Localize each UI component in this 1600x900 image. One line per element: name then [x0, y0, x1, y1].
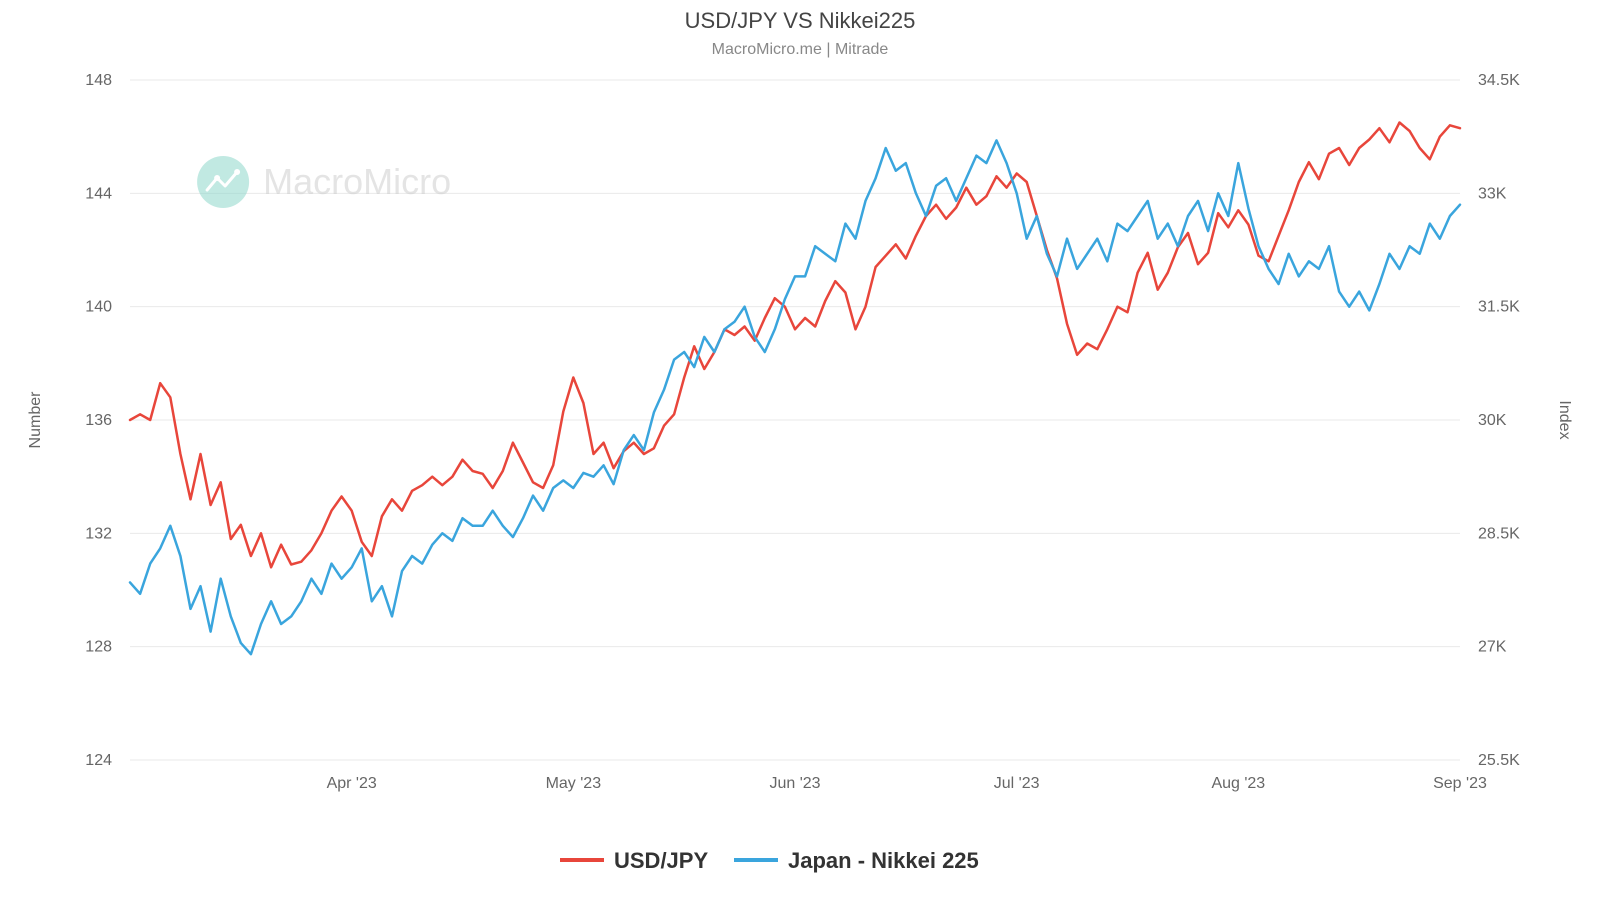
y-right-label: Index	[1556, 400, 1573, 439]
chart-subtitle: MacroMicro.me | Mitrade	[712, 41, 889, 58]
watermark: MacroMicro	[197, 156, 451, 208]
y-left-label: Number	[27, 391, 44, 449]
y-left-tick: 148	[85, 72, 112, 89]
y-right-tick: 25.5K	[1478, 752, 1520, 769]
x-tick: Sep '23	[1433, 775, 1487, 792]
chart-title: USD/JPY VS Nikkei225	[685, 8, 916, 33]
y-right-tick: 28.5K	[1478, 525, 1520, 542]
chart-container: USD/JPY VS Nikkei225 MacroMicro.me | Mitr…	[0, 0, 1600, 900]
watermark-icon-dot	[214, 175, 220, 181]
y-left-tick: 144	[85, 185, 112, 202]
watermark-text: MacroMicro	[263, 161, 451, 202]
y-right-tick: 33K	[1478, 185, 1507, 202]
watermark-icon-dot	[234, 169, 240, 175]
y-left-tick: 136	[85, 412, 112, 429]
y-right-tick: 34.5K	[1478, 72, 1520, 89]
y-right-tick: 27K	[1478, 639, 1507, 656]
chart-svg: USD/JPY VS Nikkei225 MacroMicro.me | Mitr…	[0, 0, 1600, 900]
legend-label: USD/JPY	[614, 848, 708, 873]
y-left-tick: 132	[85, 525, 112, 542]
x-tick: May '23	[546, 775, 602, 792]
x-tick: Jul '23	[994, 775, 1040, 792]
x-tick: Jun '23	[769, 775, 820, 792]
y-left-tick: 124	[85, 752, 112, 769]
x-tick: Apr '23	[327, 775, 377, 792]
legend-label: Japan - Nikkei 225	[788, 848, 979, 873]
chart-bg	[0, 0, 1600, 900]
y-left-tick: 140	[85, 299, 112, 316]
x-tick: Aug '23	[1211, 775, 1265, 792]
y-left-tick: 128	[85, 639, 112, 656]
y-right-tick: 31.5K	[1478, 299, 1520, 316]
y-right-tick: 30K	[1478, 412, 1507, 429]
